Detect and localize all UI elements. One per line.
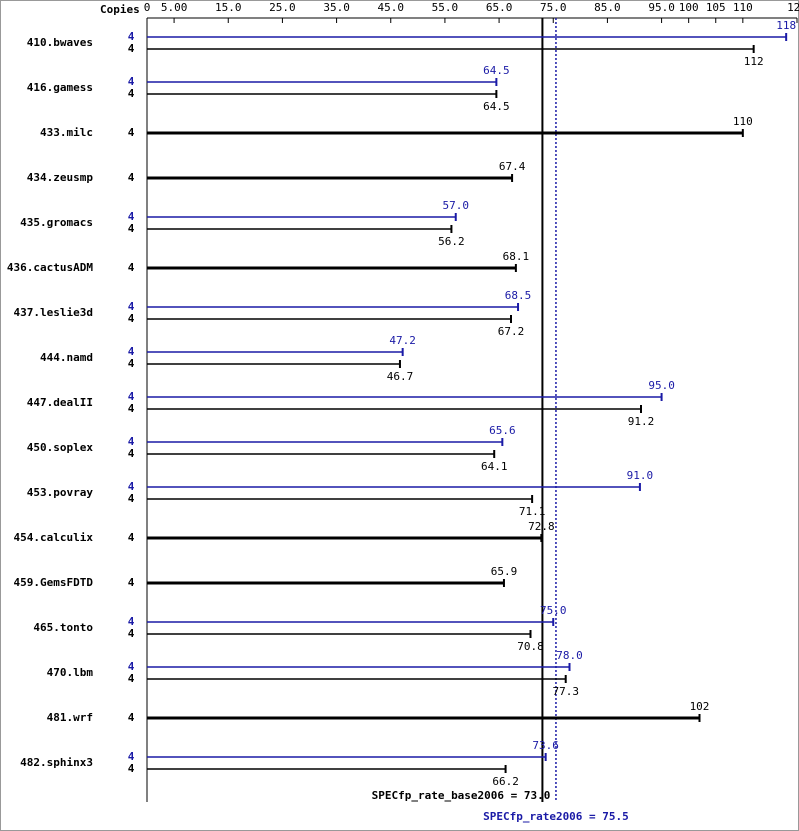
x-tick-label: 65.0 (486, 1, 513, 14)
copies-label: 4 (128, 492, 135, 505)
x-tick-label: 5.00 (161, 1, 188, 14)
value-label: 68.5 (505, 289, 532, 302)
x-tick-label: 15.0 (215, 1, 242, 14)
value-label: 72.8 (528, 520, 555, 533)
value-label: 64.1 (481, 460, 508, 473)
x-tick-label: 120 (787, 1, 799, 14)
category-label: 433.milc (40, 126, 93, 139)
x-tick-label: 110 (733, 1, 753, 14)
category-label: 453.povray (27, 486, 94, 499)
x-tick-label: 85.0 (594, 1, 621, 14)
category-label: 482.sphinx3 (20, 756, 93, 769)
category-label: 437.leslie3d (14, 306, 93, 319)
value-label: 70.8 (517, 640, 544, 653)
value-label: 65.6 (489, 424, 516, 437)
category-label: 481.wrf (47, 711, 93, 724)
copies-label: 4 (128, 672, 135, 685)
copies-label: 4 (128, 576, 135, 589)
value-label: 67.2 (498, 325, 525, 338)
x-tick-label: 95.0 (648, 1, 675, 14)
value-label: 47.2 (389, 334, 416, 347)
x-tick-label: 55.0 (432, 1, 459, 14)
category-label: 436.cactusADM (7, 261, 93, 274)
copies-label: 4 (128, 210, 135, 223)
x-tick-label: 100 (679, 1, 699, 14)
copies-label: 4 (128, 300, 135, 313)
value-label: 91.2 (628, 415, 655, 428)
value-label: 110 (733, 115, 753, 128)
value-label: 112 (744, 55, 764, 68)
category-label: 435.gromacs (20, 216, 93, 229)
x-tick-label: 0 (144, 1, 151, 14)
copies-header: Copies (100, 3, 140, 16)
copies-label: 4 (128, 75, 135, 88)
value-label: 56.2 (438, 235, 465, 248)
value-label: 65.9 (491, 565, 518, 578)
value-label: 102 (690, 700, 710, 713)
copies-label: 4 (128, 345, 135, 358)
x-tick-label: 25.0 (269, 1, 296, 14)
copies-label: 4 (128, 615, 135, 628)
copies-label: 4 (128, 711, 135, 724)
category-label: 416.gamess (27, 81, 93, 94)
category-label: 459.GemsFDTD (14, 576, 94, 589)
value-label: 118 (776, 19, 796, 32)
copies-label: 4 (128, 480, 135, 493)
x-tick-label: 75.0 (540, 1, 567, 14)
copies-label: 4 (128, 222, 135, 235)
copies-label: 4 (128, 762, 135, 775)
category-label: 454.calculix (14, 531, 94, 544)
value-label: 64.5 (483, 100, 510, 113)
value-label: 91.0 (627, 469, 654, 482)
copies-label: 4 (128, 42, 135, 55)
value-label: 95.0 (648, 379, 675, 392)
copies-label: 4 (128, 402, 135, 415)
value-label: 46.7 (387, 370, 414, 383)
copies-label: 4 (128, 627, 135, 640)
reference-label: SPECfp_rate_base2006 = 73.0 (372, 789, 551, 802)
x-tick-label: 105 (706, 1, 726, 14)
value-label: 57.0 (443, 199, 470, 212)
copies-label: 4 (128, 357, 135, 370)
value-label: 64.5 (483, 64, 510, 77)
copies-label: 4 (128, 660, 135, 673)
copies-label: 4 (128, 531, 135, 544)
value-label: 77.3 (552, 685, 579, 698)
value-label: 68.1 (503, 250, 530, 263)
value-label: 78.0 (556, 649, 583, 662)
value-label: 71.1 (519, 505, 546, 518)
reference-label: SPECfp_rate2006 = 75.5 (483, 810, 629, 823)
category-label: 410.bwaves (27, 36, 93, 49)
copies-label: 4 (128, 261, 135, 274)
category-label: 434.zeusmp (27, 171, 94, 184)
category-label: 470.lbm (47, 666, 94, 679)
copies-label: 4 (128, 30, 135, 43)
category-label: 447.dealII (27, 396, 93, 409)
value-label: 75.0 (540, 604, 567, 617)
category-label: 444.namd (40, 351, 93, 364)
copies-label: 4 (128, 126, 135, 139)
category-label: 465.tonto (33, 621, 93, 634)
copies-label: 4 (128, 435, 135, 448)
copies-label: 4 (128, 390, 135, 403)
category-label: 450.soplex (27, 441, 94, 454)
value-label: 67.4 (499, 160, 526, 173)
copies-label: 4 (128, 87, 135, 100)
copies-label: 4 (128, 171, 135, 184)
value-label: 73.6 (532, 739, 559, 752)
x-tick-label: 45.0 (378, 1, 405, 14)
value-label: 66.2 (492, 775, 519, 788)
copies-label: 4 (128, 312, 135, 325)
copies-label: 4 (128, 750, 135, 763)
copies-label: 4 (128, 447, 135, 460)
x-tick-label: 35.0 (323, 1, 350, 14)
